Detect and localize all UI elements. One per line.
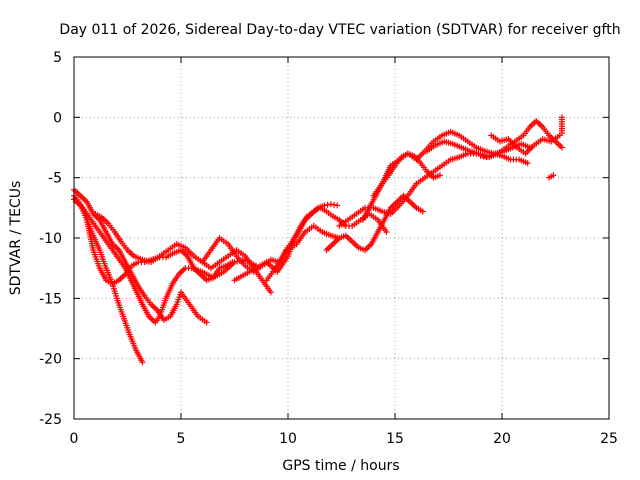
data-point — [558, 144, 565, 151]
data-point — [321, 202, 328, 209]
data-points-layer — [71, 114, 565, 366]
data-point — [267, 289, 274, 296]
x-tick-label: 15 — [386, 431, 404, 447]
x-tick-label: 20 — [493, 431, 511, 447]
data-point — [324, 201, 331, 208]
x-tick-label: 10 — [279, 431, 297, 447]
data-point — [383, 228, 390, 235]
data-point — [558, 130, 565, 137]
plot-frame — [73, 56, 610, 420]
grid-layer — [74, 57, 609, 419]
chart-title: Day 011 of 2026, Sidereal Day-to-day VTE… — [59, 22, 620, 38]
data-point — [436, 172, 443, 179]
data-point — [550, 172, 557, 179]
data-point — [139, 359, 146, 366]
y-tick-label: -10 — [39, 231, 62, 247]
data-point — [419, 208, 426, 215]
data-point — [331, 201, 338, 208]
x-tick-label: 5 — [177, 431, 186, 447]
data-point — [203, 319, 210, 326]
data-point — [524, 160, 531, 167]
y-tick-label: -15 — [39, 291, 62, 307]
y-tick-label: -20 — [39, 352, 62, 368]
y-tick-label: -5 — [48, 171, 62, 187]
y-tick-label: -25 — [39, 412, 62, 428]
data-point — [334, 202, 341, 209]
x-tick-label: 0 — [70, 431, 79, 447]
x-axis-title: GPS time / hours — [282, 458, 399, 474]
y-tick-label: 5 — [53, 50, 62, 66]
x-tick-label: 25 — [600, 431, 618, 447]
data-point — [327, 201, 334, 208]
data-point — [229, 259, 236, 266]
y-axis-title: SDTVAR / TECUs — [8, 181, 24, 296]
y-tick-label: 0 — [53, 110, 62, 126]
